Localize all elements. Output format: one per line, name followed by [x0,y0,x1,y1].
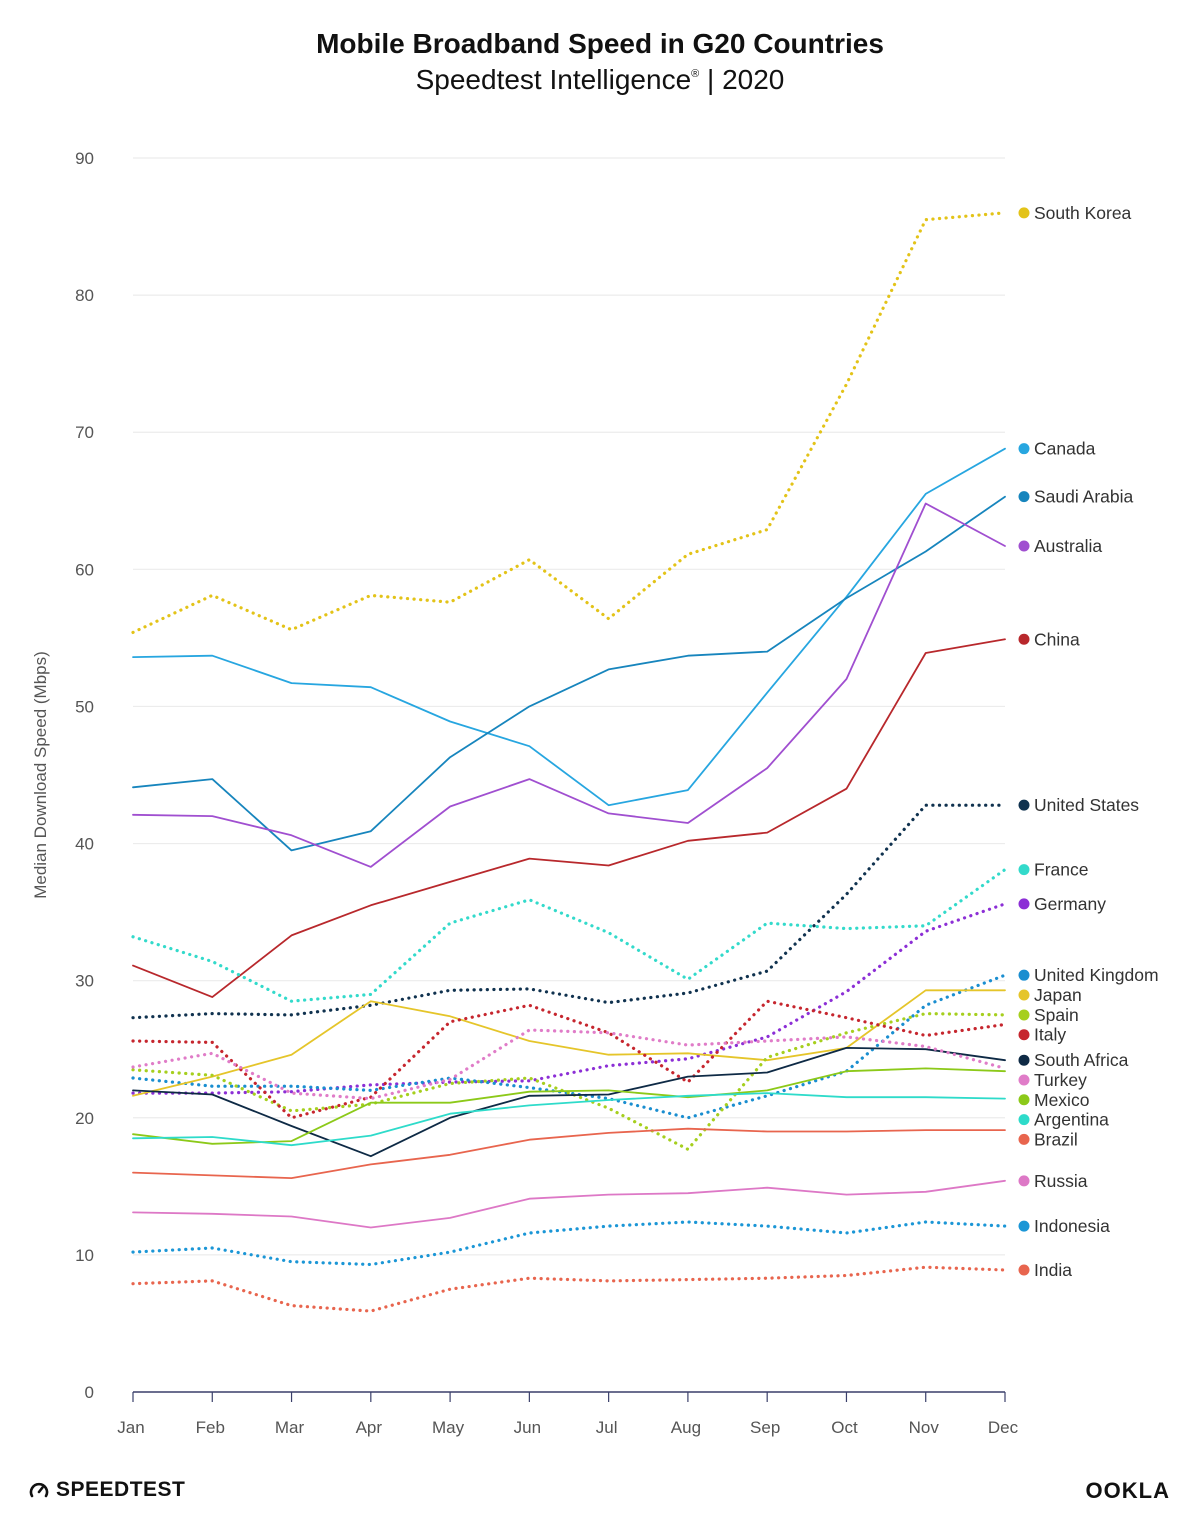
series-line [131,902,1007,1095]
y-tick-label: 60 [75,560,94,579]
speedtest-logo: SPEEDTEST [28,1478,185,1502]
series-line [131,1265,1007,1313]
legend-marker [1018,1054,1030,1066]
legend-label: Mexico [1034,1090,1089,1110]
legend-label: Saudi Arabia [1034,487,1134,507]
series-line [131,867,1007,1003]
y-tick-label: 80 [75,286,94,305]
series-line [132,1047,1006,1158]
y-tick-label: 50 [75,697,94,716]
legend-label: Germany [1034,894,1106,914]
x-tick-label: Dec [988,1418,1019,1437]
legend-marker [1018,989,1030,1001]
legend-label: South Africa [1034,1050,1129,1070]
legend-label: Turkey [1034,1070,1087,1090]
legend-marker [1018,443,1030,455]
subtitle-main: Speedtest Intelligence [415,64,692,95]
legend-marker [1018,1029,1030,1041]
legend-label: Brazil [1034,1129,1078,1149]
series-line [131,1028,1007,1101]
y-tick-label: 90 [75,149,94,168]
legend-label: Japan [1034,985,1082,1005]
legend-marker [1018,633,1030,645]
x-tick-label: Nov [909,1418,940,1437]
speedtest-logo-text: SPEEDTEST [56,1478,186,1501]
x-tick-label: Apr [356,1418,383,1437]
legend-marker [1018,898,1030,910]
y-tick-label: 30 [75,972,94,991]
x-tick-label: Jul [596,1418,618,1437]
legend-label: Russia [1034,1171,1088,1191]
x-tick-label: Oct [831,1418,858,1437]
registered-mark: ® [691,68,700,80]
x-tick-label: Jan [117,1418,144,1437]
legend-label: Spain [1034,1005,1079,1025]
legend-marker [1018,1220,1030,1232]
legend-marker [1018,491,1030,503]
legend-label: Italy [1034,1025,1066,1045]
legend-label: India [1034,1260,1072,1280]
y-tick-label: 0 [85,1383,94,1402]
legend-label: France [1034,860,1088,880]
legend-label: South Korea [1034,203,1132,223]
legend-marker [1018,1264,1030,1276]
legend-label: United Kingdom [1034,965,1159,985]
chart-title: Mobile Broadband Speed in G20 Countries [316,28,884,59]
x-tick-label: Jun [514,1418,541,1437]
x-tick-label: Sep [750,1418,780,1437]
series-line [131,1220,1007,1267]
series-line [131,803,1007,1020]
series-line [132,989,1006,1097]
series-line [132,447,1006,807]
legend-marker [1018,1175,1030,1187]
legend-label: Argentina [1034,1110,1109,1130]
series-line [132,1127,1006,1179]
x-tick-label: Mar [275,1418,305,1437]
chart-subtitle: Speedtest Intelligence® | 2020 [0,64,1200,96]
y-tick-label: 70 [75,423,94,442]
legend-marker [1018,1114,1030,1126]
ookla-logo: OOKLA [1085,1478,1170,1503]
legend-label: China [1034,629,1080,649]
speedometer-icon [29,1482,49,1498]
legend-marker [1018,1133,1030,1145]
series-line [131,1011,1007,1151]
y-tick-label: 10 [75,1246,94,1265]
series-line [132,1067,1006,1145]
line-chart: 0 10 20 30 40 50 60 70 80 90 Jan Feb Mar Apr May Jun Jul… [31,149,1159,1437]
series-line [131,211,1007,635]
legend-label: Indonesia [1034,1216,1110,1236]
subtitle-year: | 2020 [707,64,785,95]
series-line [131,999,1007,1120]
series-line [132,1092,1006,1147]
legend-marker [1018,1074,1030,1086]
x-tick-label: Feb [196,1418,225,1437]
y-axis-label: Median Download Speed (Mbps) [31,651,50,899]
y-tick-label: 40 [75,835,94,854]
series-line [132,495,1006,852]
x-tick-label: Aug [671,1418,701,1437]
series-line [132,638,1006,998]
legend-marker [1018,864,1030,876]
legend-label: Canada [1034,439,1096,459]
legend-label: United States [1034,795,1139,815]
y-tick-label: 20 [75,1109,94,1128]
legend-marker [1018,1009,1030,1021]
series-line [131,973,1007,1120]
series-line [132,502,1006,868]
legend-marker [1018,207,1030,219]
legend-marker [1018,969,1030,981]
legend-marker [1018,1094,1030,1106]
legend-label: Australia [1034,536,1102,556]
series-line [132,1179,1006,1229]
legend-marker [1018,540,1030,552]
x-tick-label: May [432,1418,465,1437]
legend-marker [1018,799,1030,811]
